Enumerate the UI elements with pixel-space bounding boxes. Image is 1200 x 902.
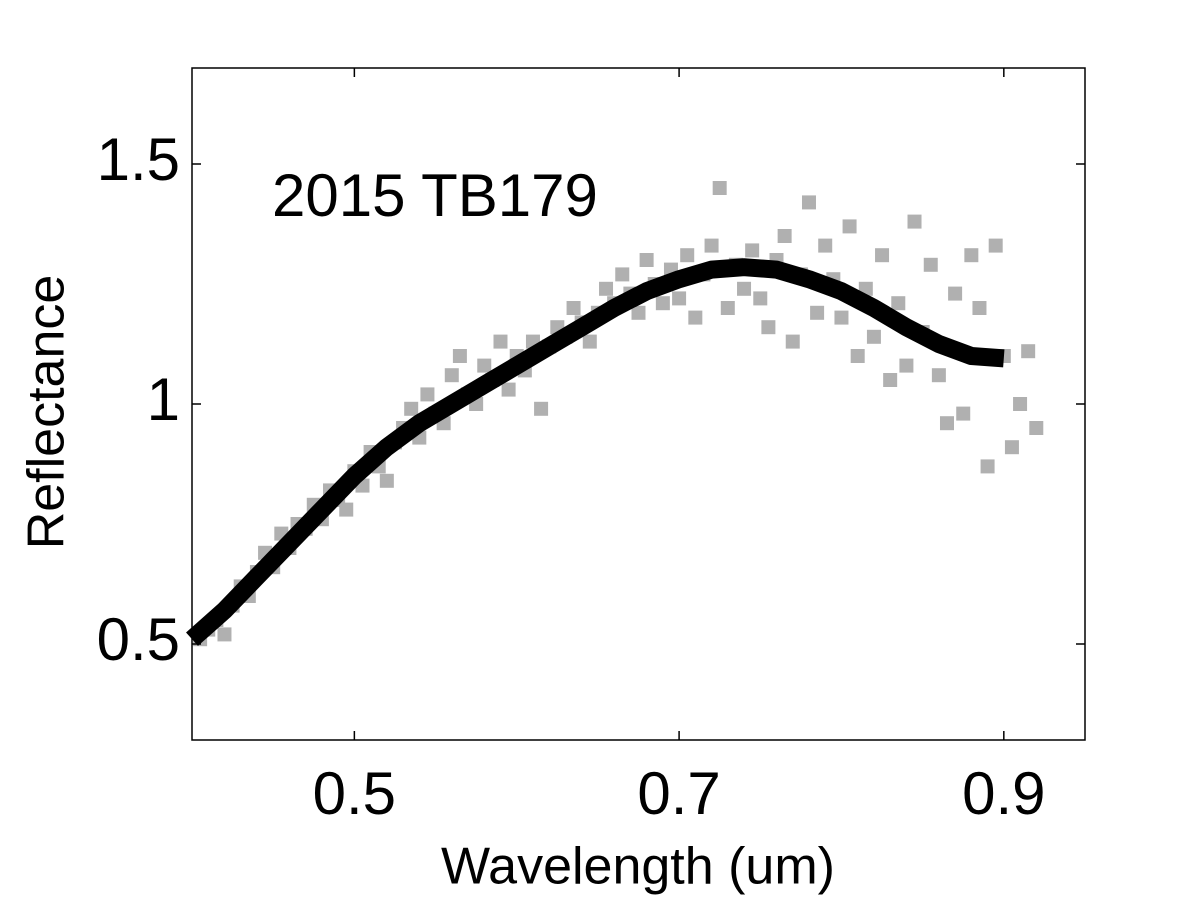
y-tick-label: 1.5 [97,126,180,193]
scatter-point [712,181,727,195]
scatter-point [631,305,646,320]
y-tick-label: 0.5 [97,606,180,673]
scatter-point [534,401,549,416]
scatter-point [672,291,687,306]
scatter-point [850,349,865,363]
scatter-point [899,358,914,373]
scatter-point [639,253,654,267]
scatter-point [875,248,890,263]
annotation: 2015 TB179 [272,162,598,229]
scatter-point [379,473,394,488]
scatter-point [866,329,881,344]
x-axis-label: Wavelength (um) [441,838,835,896]
scatter-point [566,301,581,315]
scatter-point [444,368,459,383]
scatter-point [818,238,833,253]
scatter-point [339,502,354,517]
scatter-point [948,286,963,301]
scatter-point [501,382,516,397]
plot-area [192,68,1085,740]
scatter-point [582,334,597,349]
scatter-point [923,257,938,272]
y-axis-label: Reflectance [18,275,76,550]
scatter-point [1021,344,1036,359]
scatter-point [737,281,752,296]
scatter-point [1013,397,1028,411]
scatter-point [680,248,695,263]
scatter-point [420,387,435,402]
scatter-point [493,334,508,349]
scatter-point [477,358,492,373]
scatter-point [655,296,670,311]
scatter-point [720,301,735,315]
scatter-point [615,267,630,282]
scatter-point [404,401,419,416]
x-tick-label: 0.5 [313,760,396,827]
x-tick-label: 0.9 [962,760,1045,827]
scatter-point [964,248,979,263]
scatter-point [785,334,800,349]
scatter-point [988,238,1003,253]
scatter-point [972,301,987,315]
scatter-point [834,310,849,325]
scatter-point [931,368,946,383]
scatter-point [761,320,776,335]
scatter-point [1004,440,1019,455]
scatter-point [891,296,906,311]
y-tick-label: 1 [147,366,180,433]
x-tick-label: 0.7 [637,760,720,827]
scatter-point [842,219,857,234]
scatter-point [956,406,971,421]
scatter-point [801,195,816,210]
scatter-point [452,349,467,363]
scatter-point [939,416,954,431]
scatter-point [688,310,703,325]
fit-line [186,258,1005,646]
scatter-point [599,281,614,296]
scatter-point [753,291,768,306]
scatter-point [883,373,898,387]
scatter-point [704,238,719,253]
scatter-point [777,229,792,243]
scatter-point [810,305,825,320]
scatter-point [745,243,760,258]
scatter-point [980,459,995,474]
scatter-point [217,627,232,642]
scatter-point [1029,421,1044,435]
scatter-point [907,214,922,229]
